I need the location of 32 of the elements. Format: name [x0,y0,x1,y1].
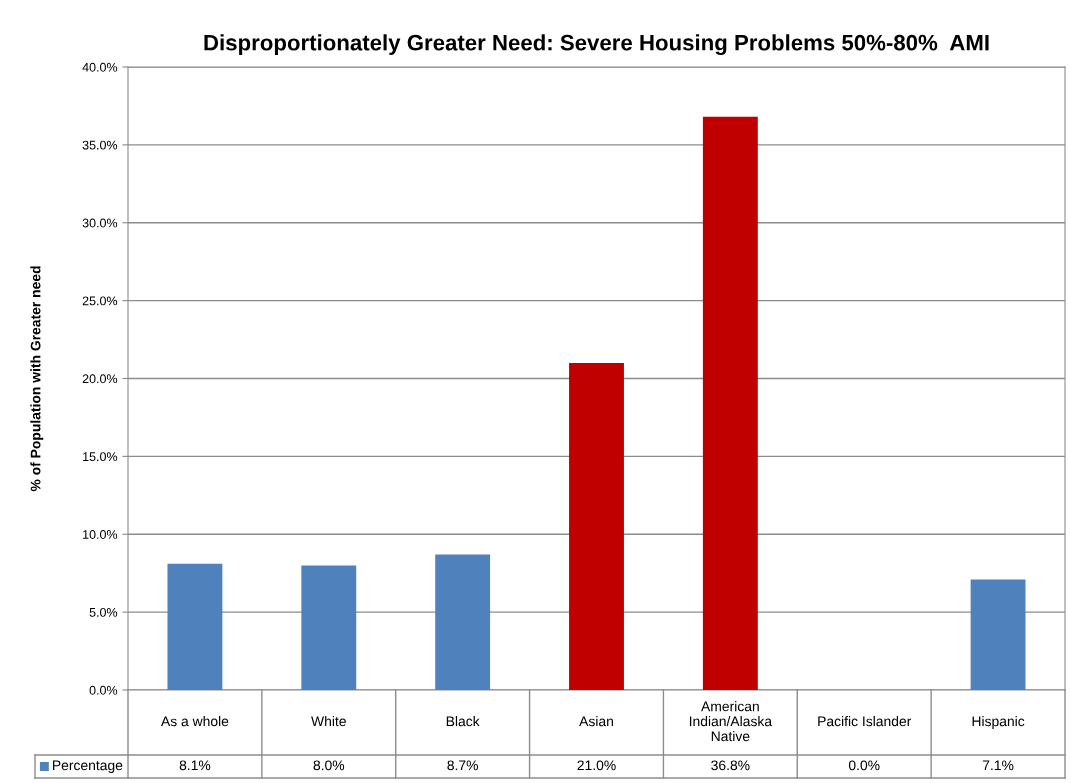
x-tick-label: Pacific Islander [818,716,912,727]
legend-label: Percentage [53,760,123,773]
y-tick-label: 25.0% [82,296,118,306]
data-label: 8.7% [447,760,478,771]
y-tick-label: 15.0% [83,452,118,462]
y-tick-label: 0.0% [89,685,118,695]
x-tick-label: Black [446,716,480,727]
y-tick-label: 35.0% [82,140,118,150]
x-tick-label: Hispanic [972,716,1025,729]
bar [569,362,624,690]
bar [435,554,491,690]
data-label: 0.0% [848,760,880,771]
x-tick-label: As a whole [160,716,229,727]
bar [702,116,758,690]
y-tick-label: 40.0% [82,62,118,72]
data-label: 36.8% [711,760,750,771]
y-tick-label: 20.0% [82,374,118,384]
y-tick-label: 5.0% [89,607,118,617]
x-tick-label: Asian [579,716,613,727]
data-label: 8.0% [313,760,345,771]
chart-title: Disproportionately Greater Need: Severe Housing Problems 50%-80% AMI [204,34,989,56]
data-label: 21.0% [577,760,616,771]
bar [301,565,357,690]
data-label: 8.1% [179,760,211,771]
bar [167,563,223,690]
y-axis-title: % of Population with Greater need [30,266,44,492]
data-label: 7.1% [982,760,1014,771]
bar [970,579,1026,690]
x-tick-label: White [311,716,346,727]
x-tick-label: American Indian/Alaska Native [689,701,773,742]
y-tick-label: 10.0% [83,530,118,539]
y-tick-label: 30.0% [82,218,118,228]
